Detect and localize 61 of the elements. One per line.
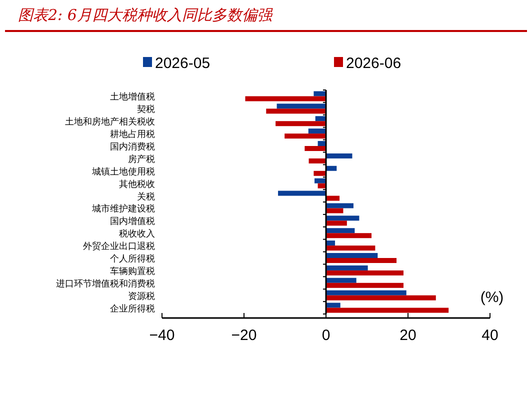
bar — [326, 282, 404, 288]
y-tick-label: 个人所得税 — [110, 254, 155, 264]
y-tick-label: 契税 — [137, 104, 155, 116]
bar — [314, 178, 326, 184]
bar — [326, 246, 376, 251]
bar — [326, 216, 360, 221]
bar — [276, 104, 326, 109]
legend-label: 2026-05 — [155, 55, 210, 72]
x-tick-label: 20 — [400, 327, 416, 344]
y-tick-label: 关税 — [137, 191, 155, 202]
y-tick-label: 外贸企业出口退税 — [83, 241, 155, 252]
bar — [245, 96, 326, 102]
x-tick-label: 0 — [322, 327, 330, 344]
y-tick-label: 土地增值税 — [110, 92, 155, 103]
y-tick-label: 城镇土地使用税 — [91, 166, 155, 178]
chart-title: 图表2: 6月四大税种收入同比多数偏强 — [18, 6, 273, 24]
y-tick-label: 土地和房地产相关税收 — [65, 116, 155, 128]
bar — [278, 190, 326, 196]
x-tick-label: −20 — [231, 327, 257, 344]
bar — [318, 183, 326, 188]
bar — [326, 233, 372, 238]
bar — [326, 270, 404, 276]
y-tick-label: 房产税 — [128, 154, 155, 165]
bar — [308, 158, 326, 164]
bar — [315, 116, 326, 122]
bar — [326, 258, 397, 263]
bar — [326, 253, 378, 258]
bar — [326, 265, 368, 270]
bar — [314, 91, 326, 96]
bar — [308, 128, 326, 134]
y-tick-label: 资源税 — [128, 290, 155, 302]
y-tick-label: 车辆购置税 — [110, 266, 155, 277]
bar — [326, 295, 436, 300]
bar — [314, 170, 326, 176]
bar — [304, 146, 326, 151]
x-axis-title: (%) — [480, 289, 504, 306]
bar — [266, 108, 326, 114]
bar — [326, 290, 406, 296]
y-tick-label: 企业所得税 — [110, 303, 155, 314]
bar — [326, 228, 355, 234]
bar — [318, 141, 326, 146]
x-tick-label: −40 — [149, 327, 175, 344]
legend-label: 2026-06 — [346, 55, 402, 72]
y-tick-label: 国内增值税 — [110, 216, 155, 228]
bar — [326, 278, 356, 283]
bar — [326, 220, 347, 226]
bar — [326, 302, 340, 308]
x-tick-label: 40 — [482, 327, 498, 344]
bar — [326, 196, 340, 201]
bar — [284, 134, 326, 139]
y-tick-label: 耕地占用税 — [110, 129, 155, 140]
y-tick-label: 其他税收 — [119, 178, 155, 190]
bar — [276, 121, 326, 126]
y-tick-label: 国内消费税 — [110, 142, 155, 152]
y-tick-label: 税收收入 — [119, 228, 155, 240]
y-tick-label: 城市维护建设税 — [91, 204, 155, 215]
y-tick-label: 进口环节增值税和消费税 — [56, 278, 155, 290]
bar — [326, 308, 449, 313]
bar — [326, 153, 352, 158]
bar — [326, 208, 344, 214]
bar — [326, 203, 354, 208]
